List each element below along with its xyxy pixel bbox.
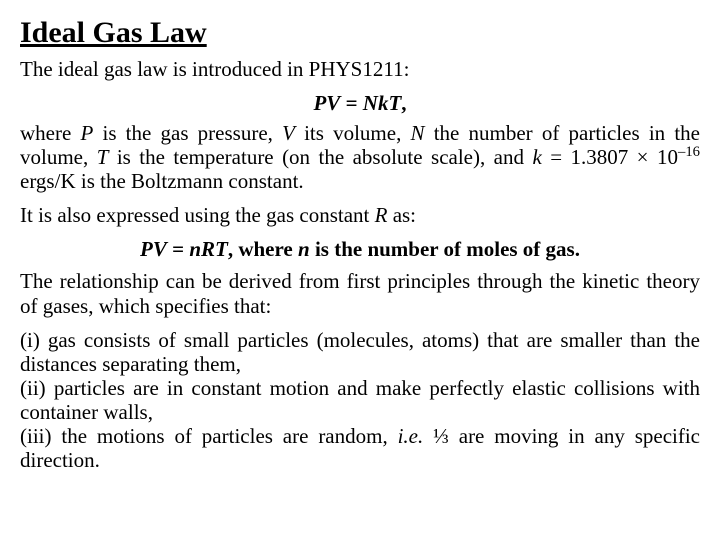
exp: –16 [678, 144, 700, 160]
equation-1: PV = NkT, [20, 91, 700, 115]
eq2-eq: = [167, 237, 189, 261]
var-R: R [375, 203, 388, 227]
postulate-1: (i) gas consists of small particles (mol… [20, 328, 700, 376]
eq2-where: , where [228, 237, 298, 261]
var-P: P [80, 121, 93, 145]
where-2: its volume, [295, 121, 411, 145]
eq2-post: is the number of moles of gas. [310, 237, 580, 261]
eq1-lhs: PV [313, 91, 340, 115]
var-n: n [298, 237, 310, 261]
eq1-comma: , [401, 91, 406, 115]
equation-2: PV = nRT, where n is the number of moles… [20, 237, 700, 261]
eq1-eq: = [340, 91, 362, 115]
var-V: V [282, 121, 295, 145]
where-4: is the temperature (on the absolute scal… [108, 145, 532, 169]
eq1-rhs: NkT [363, 91, 402, 115]
where-1: is the gas pressure, [93, 121, 282, 145]
relationship-paragraph: The relationship can be derived from fir… [20, 269, 700, 317]
var-k: k [532, 145, 541, 169]
where-pre: where [20, 121, 80, 145]
p3-pre: (iii) the motions of particles are rando… [20, 424, 398, 448]
var-N: N [411, 121, 425, 145]
postulate-2: (ii) particles are in constant motion an… [20, 376, 700, 424]
var-T: T [97, 145, 109, 169]
also-pre: It is also expressed using the gas const… [20, 203, 375, 227]
also-paragraph: It is also expressed using the gas const… [20, 203, 700, 227]
eq2-lhs: PV [140, 237, 167, 261]
where-5: = 1.3807 × 10 [542, 145, 678, 169]
also-post: as: [387, 203, 416, 227]
where-6: ergs/K is the Boltzmann constant. [20, 169, 304, 193]
ie: i.e. [398, 424, 424, 448]
postulate-3: (iii) the motions of particles are rando… [20, 424, 700, 472]
intro-text: The ideal gas law is introduced in PHYS1… [20, 57, 700, 81]
page-title: Ideal Gas Law [20, 16, 700, 51]
eq2-rhs: nRT [189, 237, 228, 261]
where-paragraph: where P is the gas pressure, V its volum… [20, 121, 700, 193]
postulates: (i) gas consists of small particles (mol… [20, 328, 700, 473]
